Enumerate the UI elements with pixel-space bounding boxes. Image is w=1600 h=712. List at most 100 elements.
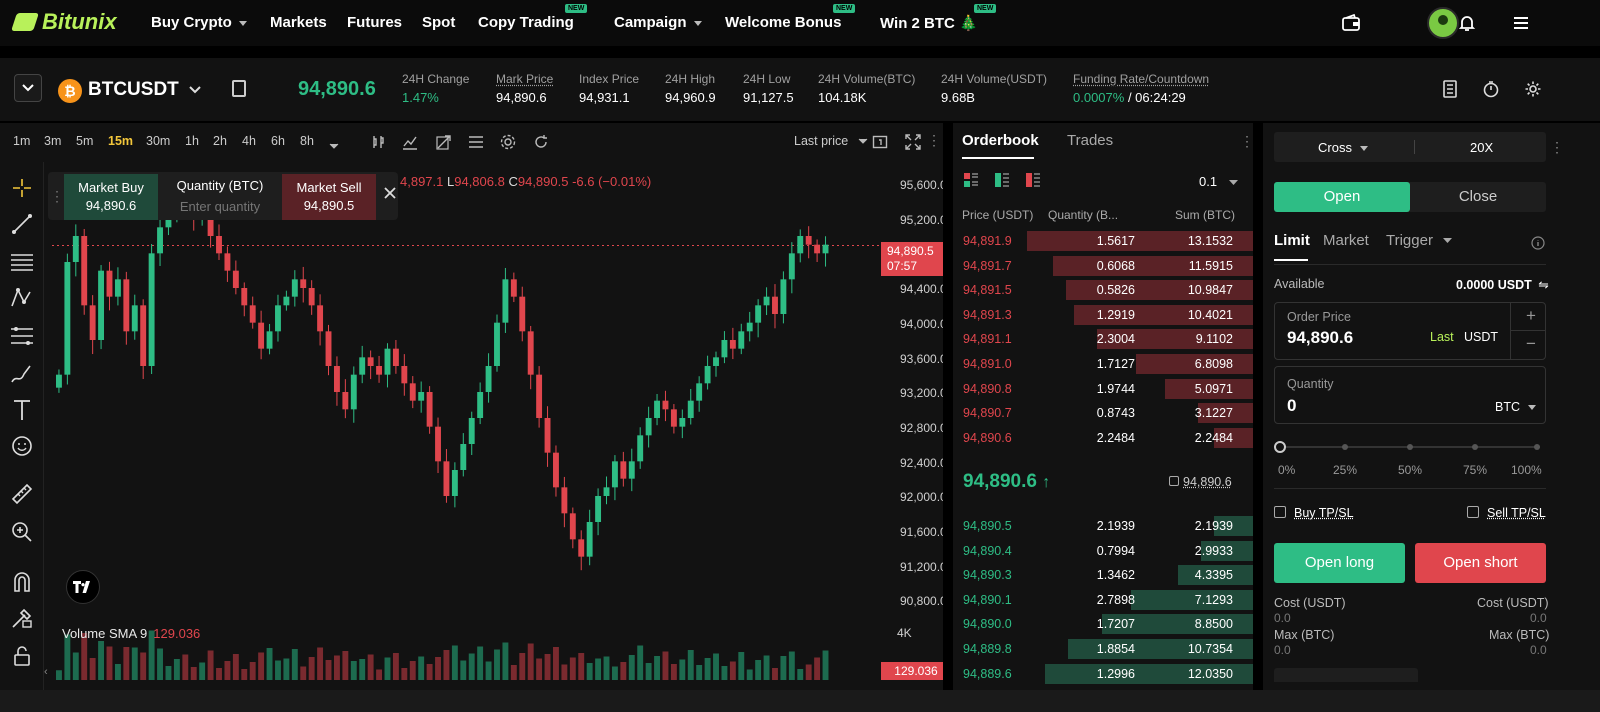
trend-line-icon[interactable] xyxy=(10,212,34,236)
interval-6h[interactable]: 6h xyxy=(271,134,285,148)
sell-tpsl-checkbox[interactable] xyxy=(1467,506,1479,518)
nav-item-0[interactable]: Buy Crypto xyxy=(151,14,247,31)
chart-more-icon[interactable]: ⋮ xyxy=(927,133,941,147)
bid-row[interactable]: 94,889.8 1.8854 10.7354 xyxy=(953,637,1253,661)
buy-tpsl-checkbox[interactable] xyxy=(1274,506,1286,518)
bottom-tab-stub[interactable] xyxy=(1274,668,1418,682)
bell-icon[interactable] xyxy=(1456,12,1478,34)
bid-row[interactable]: 94,890.5 2.1939 2.1939 xyxy=(953,514,1253,538)
candlestick-chart[interactable] xyxy=(46,162,896,622)
ask-row[interactable]: 94,891.1 2.3004 9.1102 xyxy=(953,327,1253,351)
scroll-left-icon[interactable]: ‹ xyxy=(44,666,48,678)
slider-stop[interactable] xyxy=(1472,444,1478,450)
interval-more-icon[interactable] xyxy=(329,138,339,153)
open-long-button[interactable]: Open long xyxy=(1274,543,1405,583)
order-panel-more-icon[interactable]: ⋮ xyxy=(1550,140,1564,154)
avatar[interactable] xyxy=(1427,7,1459,39)
tradingview-logo-icon[interactable] xyxy=(66,570,100,604)
order-price-input[interactable]: 94,890.6 xyxy=(1287,328,1354,347)
panel-divider-right[interactable] xyxy=(1253,123,1263,712)
indicators-icon[interactable] xyxy=(402,134,418,150)
interval-8h[interactable]: 8h xyxy=(300,134,314,148)
lock-drawing-icon[interactable] xyxy=(10,606,34,630)
settings-gear-icon[interactable] xyxy=(1522,78,1544,100)
buy-tpsl-label[interactable]: Buy TP/SL xyxy=(1294,506,1354,520)
bid-row[interactable]: 94,890.4 0.7994 2.9933 xyxy=(953,539,1253,563)
last-price-button[interactable]: Last xyxy=(1430,330,1454,344)
close-mode-button[interactable]: Close xyxy=(1458,188,1498,205)
ruler-icon[interactable] xyxy=(10,482,34,506)
interval-2h[interactable]: 2h xyxy=(213,134,227,148)
text-tool-icon[interactable] xyxy=(10,398,34,422)
quantity-slider-thumb[interactable] xyxy=(1274,441,1286,453)
quantity-unit-select[interactable]: BTC xyxy=(1495,400,1537,414)
zoom-in-icon[interactable] xyxy=(10,520,34,544)
slider-stop[interactable] xyxy=(1342,444,1348,450)
nav-item-4[interactable]: Copy Trading xyxy=(478,14,574,31)
order-type-trigger[interactable]: Trigger xyxy=(1386,232,1453,249)
nav-item-5[interactable]: Campaign xyxy=(614,14,702,31)
margin-mode-select[interactable]: Cross xyxy=(1318,140,1368,155)
nav-item-6[interactable]: Welcome Bonus xyxy=(725,14,841,31)
orderbook-bids-view-icon[interactable] xyxy=(994,172,1010,188)
nav-item-1[interactable]: Markets xyxy=(270,14,327,31)
pattern-tool-icon[interactable] xyxy=(10,286,34,310)
interval-15m[interactable]: 15m xyxy=(108,134,134,148)
crosshair-icon[interactable] xyxy=(10,176,34,200)
menu-icon[interactable] xyxy=(1510,12,1532,34)
panel-divider[interactable] xyxy=(943,123,953,712)
pair-list-toggle[interactable] xyxy=(14,74,42,102)
price-decrement-button[interactable]: − xyxy=(1526,334,1536,353)
emoji-icon[interactable] xyxy=(10,434,34,458)
quantity-field[interactable] xyxy=(1274,366,1546,424)
bid-row[interactable]: 94,890.0 1.7207 8.8500 xyxy=(953,612,1253,636)
wallet-icon[interactable] xyxy=(1340,12,1362,34)
timer-icon[interactable] xyxy=(1480,78,1502,100)
chart-list-icon[interactable] xyxy=(468,134,484,150)
contract-info-icon[interactable] xyxy=(232,80,246,97)
slider-stop[interactable] xyxy=(1407,444,1413,450)
interval-1m[interactable]: 1m xyxy=(13,134,31,148)
nav-item-7[interactable]: Win 2 BTC 🎄 xyxy=(880,14,978,32)
info-icon[interactable] xyxy=(1531,236,1545,253)
magnet-icon[interactable] xyxy=(10,570,34,594)
quick-market-buy-button[interactable]: Market Buy 94,890.6 xyxy=(64,174,158,220)
order-price-field[interactable] xyxy=(1274,302,1546,360)
close-icon[interactable] xyxy=(383,186,401,204)
horizontal-lines-icon[interactable] xyxy=(10,250,34,274)
open-mode-button[interactable]: Open xyxy=(1274,182,1410,212)
transfer-icon[interactable]: ⇋ xyxy=(1538,278,1549,292)
ask-row[interactable]: 94,891.5 0.5826 10.9847 xyxy=(953,278,1253,302)
drag-handle-icon[interactable]: ⋮ xyxy=(50,189,64,203)
quick-qty-input[interactable] xyxy=(165,199,275,214)
orderbook-both-view-icon[interactable] xyxy=(963,172,979,188)
quick-market-sell-button[interactable]: Market Sell 94,890.5 xyxy=(282,174,376,220)
order-type-market[interactable]: Market xyxy=(1323,232,1369,249)
draw-share-icon[interactable] xyxy=(436,134,452,150)
order-type-limit[interactable]: Limit xyxy=(1274,232,1310,249)
ask-row[interactable]: 94,891.3 1.2919 10.4021 xyxy=(953,303,1253,327)
ask-row[interactable]: 94,890.8 1.9744 5.0971 xyxy=(953,377,1253,401)
interval-3m[interactable]: 3m xyxy=(44,134,62,148)
orderbook-precision-select[interactable]: 0.1 xyxy=(1199,174,1238,189)
chart-settings-icon[interactable] xyxy=(500,134,516,150)
bid-row[interactable]: 94,890.1 2.7898 7.1293 xyxy=(953,588,1253,612)
ask-row[interactable]: 94,890.6 2.2484 2.2484 xyxy=(953,426,1253,450)
bitunix-logo[interactable]: Bitunix xyxy=(11,9,117,35)
tab-trades[interactable]: Trades xyxy=(1067,132,1114,149)
ask-row[interactable]: 94,890.7 0.8743 3.1227 xyxy=(953,401,1253,425)
reset-chart-icon[interactable] xyxy=(533,134,549,150)
open-short-button[interactable]: Open short xyxy=(1415,543,1546,583)
pair-chevron-icon[interactable] xyxy=(188,82,202,98)
tab-orderbook[interactable]: Orderbook xyxy=(962,132,1039,149)
interval-30m[interactable]: 30m xyxy=(146,134,171,148)
slider-stop[interactable] xyxy=(1534,444,1540,450)
interval-5m[interactable]: 5m xyxy=(76,134,94,148)
quantity-input[interactable]: 0 xyxy=(1287,396,1297,415)
interval-4h[interactable]: 4h xyxy=(242,134,256,148)
calculator-icon[interactable] xyxy=(1439,78,1461,100)
candle-type-icon[interactable] xyxy=(370,134,386,150)
nav-item-3[interactable]: Spot xyxy=(422,14,455,31)
brush-icon[interactable] xyxy=(10,362,34,386)
price-increment-button[interactable]: + xyxy=(1526,306,1536,325)
